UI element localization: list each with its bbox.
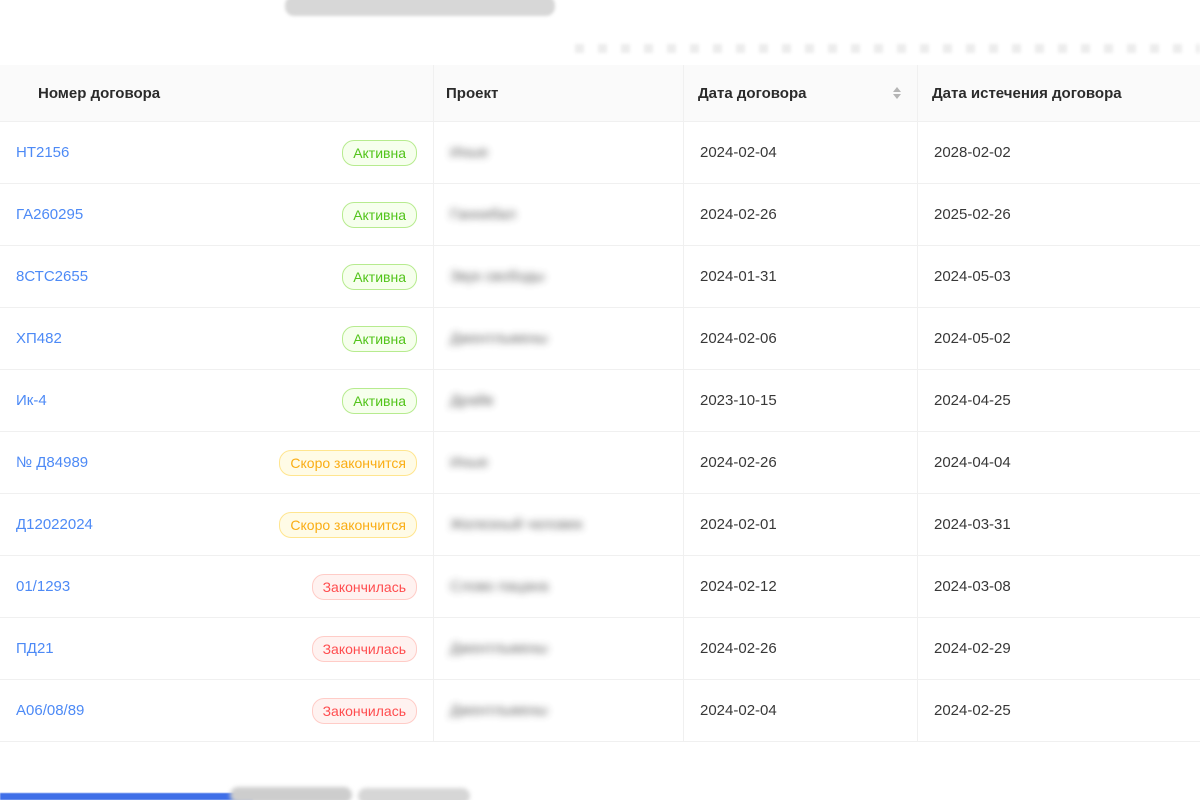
table-row: № Д84989 Скоро закончится Иные 2024-02-26 20… [0,432,1200,494]
project-name-blurred: Джентльмены [450,640,548,657]
contract-number-link[interactable]: № Д84989 [16,454,89,471]
status-badge: Активна [342,201,417,228]
project-cell: Драйв [434,370,684,431]
contract-number-cell: ГА260295 Активна [0,184,434,245]
table-header-row: Номер договора Проект Дата договора Дата… [0,65,1200,122]
table-row: А06/08/89 Закончилась Джентльмены 2024-02-0… [0,680,1200,742]
table-body: НТ2156 Активна Иные 2024-02-04 2028-02-02 ГА2… [0,122,1200,742]
status-badge: Скоро закончится [279,511,417,538]
table-row: НТ2156 Активна Иные 2024-02-04 2028-02-02 [0,122,1200,184]
status-badge: Активна [342,263,417,290]
table-row: 8СТС2655 Активна Звук свободы 2024-01-31 202… [0,246,1200,308]
sort-icon[interactable] [893,87,901,99]
project-name-blurred: Драйв [450,392,494,409]
project-name-blurred: Ганнибал [450,206,516,223]
caret-up-icon [893,87,901,92]
contracts-table: Номер договора Проект Дата договора Дата… [0,65,1200,742]
contract-number-cell: А06/08/89 Закончилась [0,680,434,741]
project-name-blurred: Иные [450,454,489,471]
column-header-contract-number: Номер договора [0,65,434,121]
project-cell: Слово пацана [434,556,684,617]
contract-expiry-date-cell: 2024-03-08 [934,578,1011,595]
contract-date-cell: 2024-02-26 [684,432,918,493]
status-badge: Активна [342,139,417,166]
contract-number-link[interactable]: 01/1293 [16,578,71,595]
column-header-project: Проект [434,65,684,121]
table-row: Д12022024 Скоро закончится Железный челове… [0,494,1200,556]
contract-expiry-date-cell: 2028-02-02 [934,144,1011,161]
contract-number-cell: Ик-4 Активна [0,370,434,431]
blurred-bottom-accent-bar [0,793,253,800]
contract-number-link[interactable]: 8СТС2655 [16,268,89,285]
project-cell: Иные [434,432,684,493]
contract-date-cell: 2024-02-26 [684,618,918,679]
contract-date-cell: 2024-02-26 [684,184,918,245]
status-badge: Закончилась [311,573,417,600]
status-badge: Скоро закончится [279,449,417,476]
contract-expiry-date-cell: 2024-02-25 [934,702,1011,719]
contract-date-cell: 2024-02-04 [684,122,918,183]
contract-expiry-date-cell: 2024-02-29 [934,640,1011,657]
contract-number-link[interactable]: ГА260295 [16,206,84,223]
column-header-contract-date[interactable]: Дата договора [684,65,918,121]
table-row: ГА260295 Активна Ганнибал 2024-02-26 2025-02… [0,184,1200,246]
status-badge: Закончилась [311,697,417,724]
contract-date-cell: 2024-02-12 [684,556,918,617]
status-badge: Активна [342,325,417,352]
contract-number-link[interactable]: ПД21 [16,640,54,657]
contract-number-link[interactable]: НТ2156 [16,144,70,161]
contract-number-cell: 01/1293 Закончилась [0,556,434,617]
project-cell: Звук свободы [434,246,684,307]
contract-number-cell: НТ2156 Активна [0,122,434,183]
contract-date-cell: 2023-10-15 [684,370,918,431]
project-name-blurred: Джентльмены [450,330,548,347]
blurred-top-bar [285,0,555,16]
table-row: Ик-4 Активна Драйв 2023-10-15 2024-04-25 [0,370,1200,432]
column-header-label: Дата договора [698,84,807,102]
contract-number-link[interactable]: Д12022024 [16,516,93,533]
project-cell: Железный человек [434,494,684,555]
project-cell: Джентльмены [434,680,684,741]
contract-expiry-date-cell: 2024-05-02 [934,330,1011,347]
project-cell: Джентльмены [434,618,684,679]
contract-date-cell: 2024-02-04 [684,680,918,741]
project-name-blurred: Иные [450,144,489,161]
column-header-label: Проект [446,84,499,102]
contract-expiry-date-cell: 2025-02-26 [934,206,1011,223]
blurred-pagination-item [358,788,470,800]
column-header-label: Номер договора [38,84,161,102]
table-row: ХП482 Активна Джентльмены 2024-02-06 2024-05… [0,308,1200,370]
table-row: ПД21 Закончилась Джентльмены 2024-02-26 2024… [0,618,1200,680]
blurred-toolbar-text [575,44,1200,53]
contract-number-cell: Д12022024 Скоро закончится [0,494,434,555]
status-badge: Закончилась [311,635,417,662]
contract-date-cell: 2024-01-31 [684,246,918,307]
table-row: 01/1293 Закончилась Слово пацана 2024-02-12… [0,556,1200,618]
contract-date-cell: 2024-02-01 [684,494,918,555]
project-name-blurred: Слово пацана [450,578,549,595]
contract-number-link[interactable]: Ик-4 [16,392,47,409]
status-badge: Активна [342,387,417,414]
caret-down-icon [893,94,901,99]
project-name-blurred: Звук свободы [450,268,545,285]
project-cell: Джентльмены [434,308,684,369]
contract-number-link[interactable]: ХП482 [16,330,62,347]
contract-number-link[interactable]: А06/08/89 [16,702,85,719]
project-cell: Иные [434,122,684,183]
contract-number-cell: ПД21 Закончилась [0,618,434,679]
project-name-blurred: Железный человек [450,516,583,533]
contract-number-cell: ХП482 Активна [0,308,434,369]
blurred-pagination-item [230,787,352,800]
contract-date-cell: 2024-02-06 [684,308,918,369]
contract-expiry-date-cell: 2024-04-04 [934,454,1011,471]
contract-number-cell: 8СТС2655 Активна [0,246,434,307]
column-header-label: Дата истечения договора [932,84,1122,102]
project-cell: Ганнибал [434,184,684,245]
contract-expiry-date-cell: 2024-03-31 [934,516,1011,533]
contract-expiry-date-cell: 2024-04-25 [934,392,1011,409]
column-header-contract-expiry-date: Дата истечения договора [918,65,1200,121]
project-name-blurred: Джентльмены [450,702,548,719]
contract-expiry-date-cell: 2024-05-03 [934,268,1011,285]
contract-number-cell: № Д84989 Скоро закончится [0,432,434,493]
